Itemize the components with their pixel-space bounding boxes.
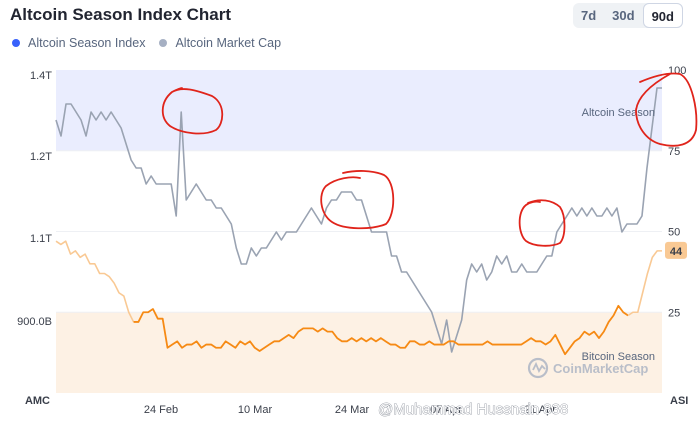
annotation-circle-1 <box>161 87 224 135</box>
legend-dot-blue <box>12 39 20 47</box>
user-watermark-text: @Muhammad Hussnain 838 <box>378 401 568 418</box>
cmc-watermark: CoinMarketCap <box>527 357 648 379</box>
current-index-value: 44 <box>670 246 683 258</box>
zone-1 <box>56 312 662 393</box>
zone-label-bitcoin-season: Bitcoin Season <box>582 351 655 363</box>
cmc-watermark-text: CoinMarketCap <box>553 361 648 376</box>
legend-dot-grey <box>159 39 168 47</box>
x-tick-label: 07 Apr <box>430 404 462 416</box>
x-tick-label: 10 Mar <box>238 404 273 416</box>
x-tick-label: 24 Mar <box>335 404 370 416</box>
tab-30d[interactable]: 30d <box>612 8 635 23</box>
left-axis-label: AMC <box>25 395 50 407</box>
annotation-circle-3 <box>518 199 566 247</box>
tab-90d[interactable]: 90d <box>642 3 683 28</box>
gridlines-layer <box>56 150 662 313</box>
right-tick-label: 25 <box>668 307 680 319</box>
right-tick-label: 75 <box>668 146 680 158</box>
legend-item-season-index[interactable]: Altcoin Season Index <box>12 36 145 50</box>
annotation-circle-2 <box>320 170 395 230</box>
series-layer <box>55 87 662 356</box>
legend-label-market-cap: Altcoin Market Cap <box>175 36 282 50</box>
zones-layer <box>56 70 662 393</box>
red-annotations <box>161 72 698 247</box>
axes-layer: 1.4T 1.2T 1.1T 900.0B AMC 100 75 25 50 44 ASI 24 Fe… <box>17 65 688 416</box>
page-title: Altcoin Season Index Chart <box>10 5 232 24</box>
series-market-cap-line <box>55 87 662 353</box>
left-tick-label: 900.0B <box>17 316 52 328</box>
left-tick-label: 1.2T <box>30 151 52 163</box>
zone-0 <box>56 70 662 151</box>
right-tick-label: 100 <box>668 65 686 77</box>
time-range-tabs: 7d 30d 90d <box>573 3 683 28</box>
series-season-index-faded-end <box>627 250 662 317</box>
series-season-index-line <box>133 304 629 356</box>
annotation-circle-4 <box>635 72 698 147</box>
current-index-badge <box>665 241 687 259</box>
legend-label-season-index: Altcoin Season Index <box>28 36 146 50</box>
cmc-logo-icon <box>527 357 549 379</box>
right-tick-label: 50 <box>668 227 680 239</box>
left-tick-label: 1.4T <box>30 70 52 82</box>
x-tick-label: 24 Feb <box>144 404 178 416</box>
zone-label-altcoin-season: Altcoin Season <box>582 107 655 119</box>
left-tick-label: 1.1T <box>30 233 52 245</box>
right-axis-label: ASI <box>670 395 688 407</box>
tab-7d[interactable]: 7d <box>581 8 597 23</box>
x-tick-label: 21 Apr <box>524 404 556 416</box>
series-season-index-faded-start <box>55 240 135 323</box>
chart-legend: Altcoin Season Index Altcoin Market Cap <box>12 36 295 50</box>
legend-item-market-cap[interactable]: Altcoin Market Cap <box>159 36 281 50</box>
